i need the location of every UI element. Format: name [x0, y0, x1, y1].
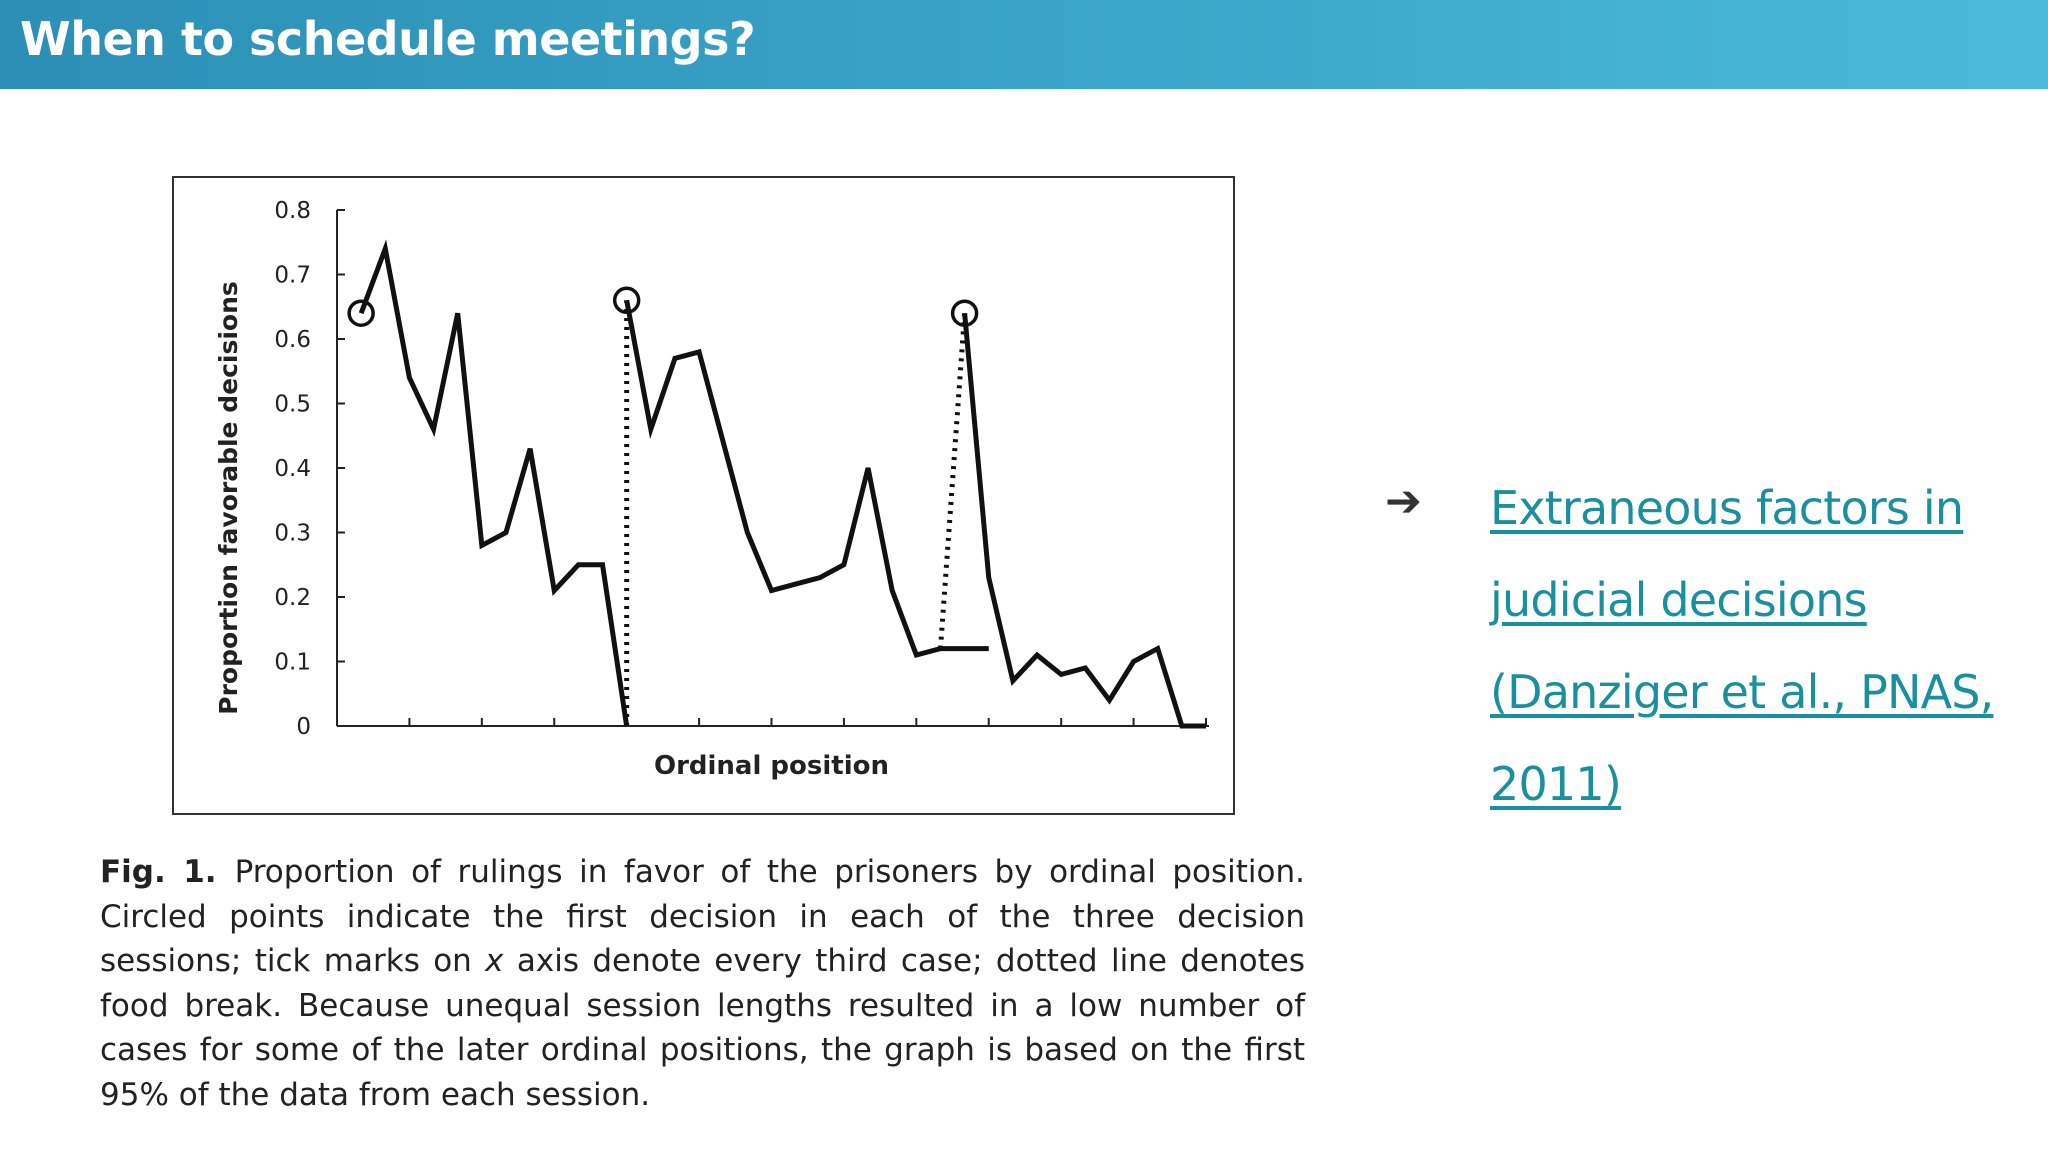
- session-line: [624, 299, 989, 659]
- food-break-line: [937, 313, 968, 649]
- slide-title: When to schedule meetings?: [20, 12, 756, 66]
- y-tick-label: 0.1: [274, 650, 311, 676]
- figure-caption: Fig. 1. Proportion of rulings in favor of…: [100, 850, 1305, 1117]
- right-arrow-icon: ➔: [1385, 476, 1422, 527]
- reference-link[interactable]: Extraneous factors in judicial decisions…: [1490, 481, 1994, 811]
- y-tick-label: 0.6: [274, 327, 311, 353]
- y-tick-label: 0.2: [274, 585, 311, 611]
- line-chart: 0 0.1 0.2 0.3 0.4 0.5 0.6 0.7 0.8 Ordinal positio…: [214, 198, 1209, 781]
- figure-label: Fig. 1.: [100, 854, 217, 890]
- caption-text-1: Proportion of rulings in favor of the pr…: [100, 854, 1305, 979]
- circled-point: [612, 286, 641, 315]
- circled-point: [347, 299, 375, 327]
- y-tick-label: 0.8: [274, 198, 311, 224]
- x-axis-label: Ordinal position: [654, 751, 889, 781]
- y-tick-label: 0.5: [274, 392, 311, 418]
- caption-text-2: axis denote every third case; dotted lin…: [100, 943, 1305, 1113]
- y-tick-label: 0.4: [274, 456, 311, 482]
- y-tick-label: 0: [296, 714, 311, 740]
- slide-header: When to schedule meetings?: [0, 0, 2048, 89]
- chart-frame: 0 0.1 0.2 0.3 0.4 0.5 0.6 0.7 0.8 Ordinal positio…: [172, 176, 1235, 815]
- y-axis-label: Proportion favorable decisions: [214, 281, 243, 715]
- session-line: [962, 312, 1206, 729]
- circled-point: [950, 299, 979, 327]
- y-tick-label: 0.3: [274, 521, 311, 547]
- caption-x-italic: x: [485, 943, 504, 979]
- y-tick-label: 0.7: [274, 263, 311, 289]
- session-line: [358, 239, 630, 727]
